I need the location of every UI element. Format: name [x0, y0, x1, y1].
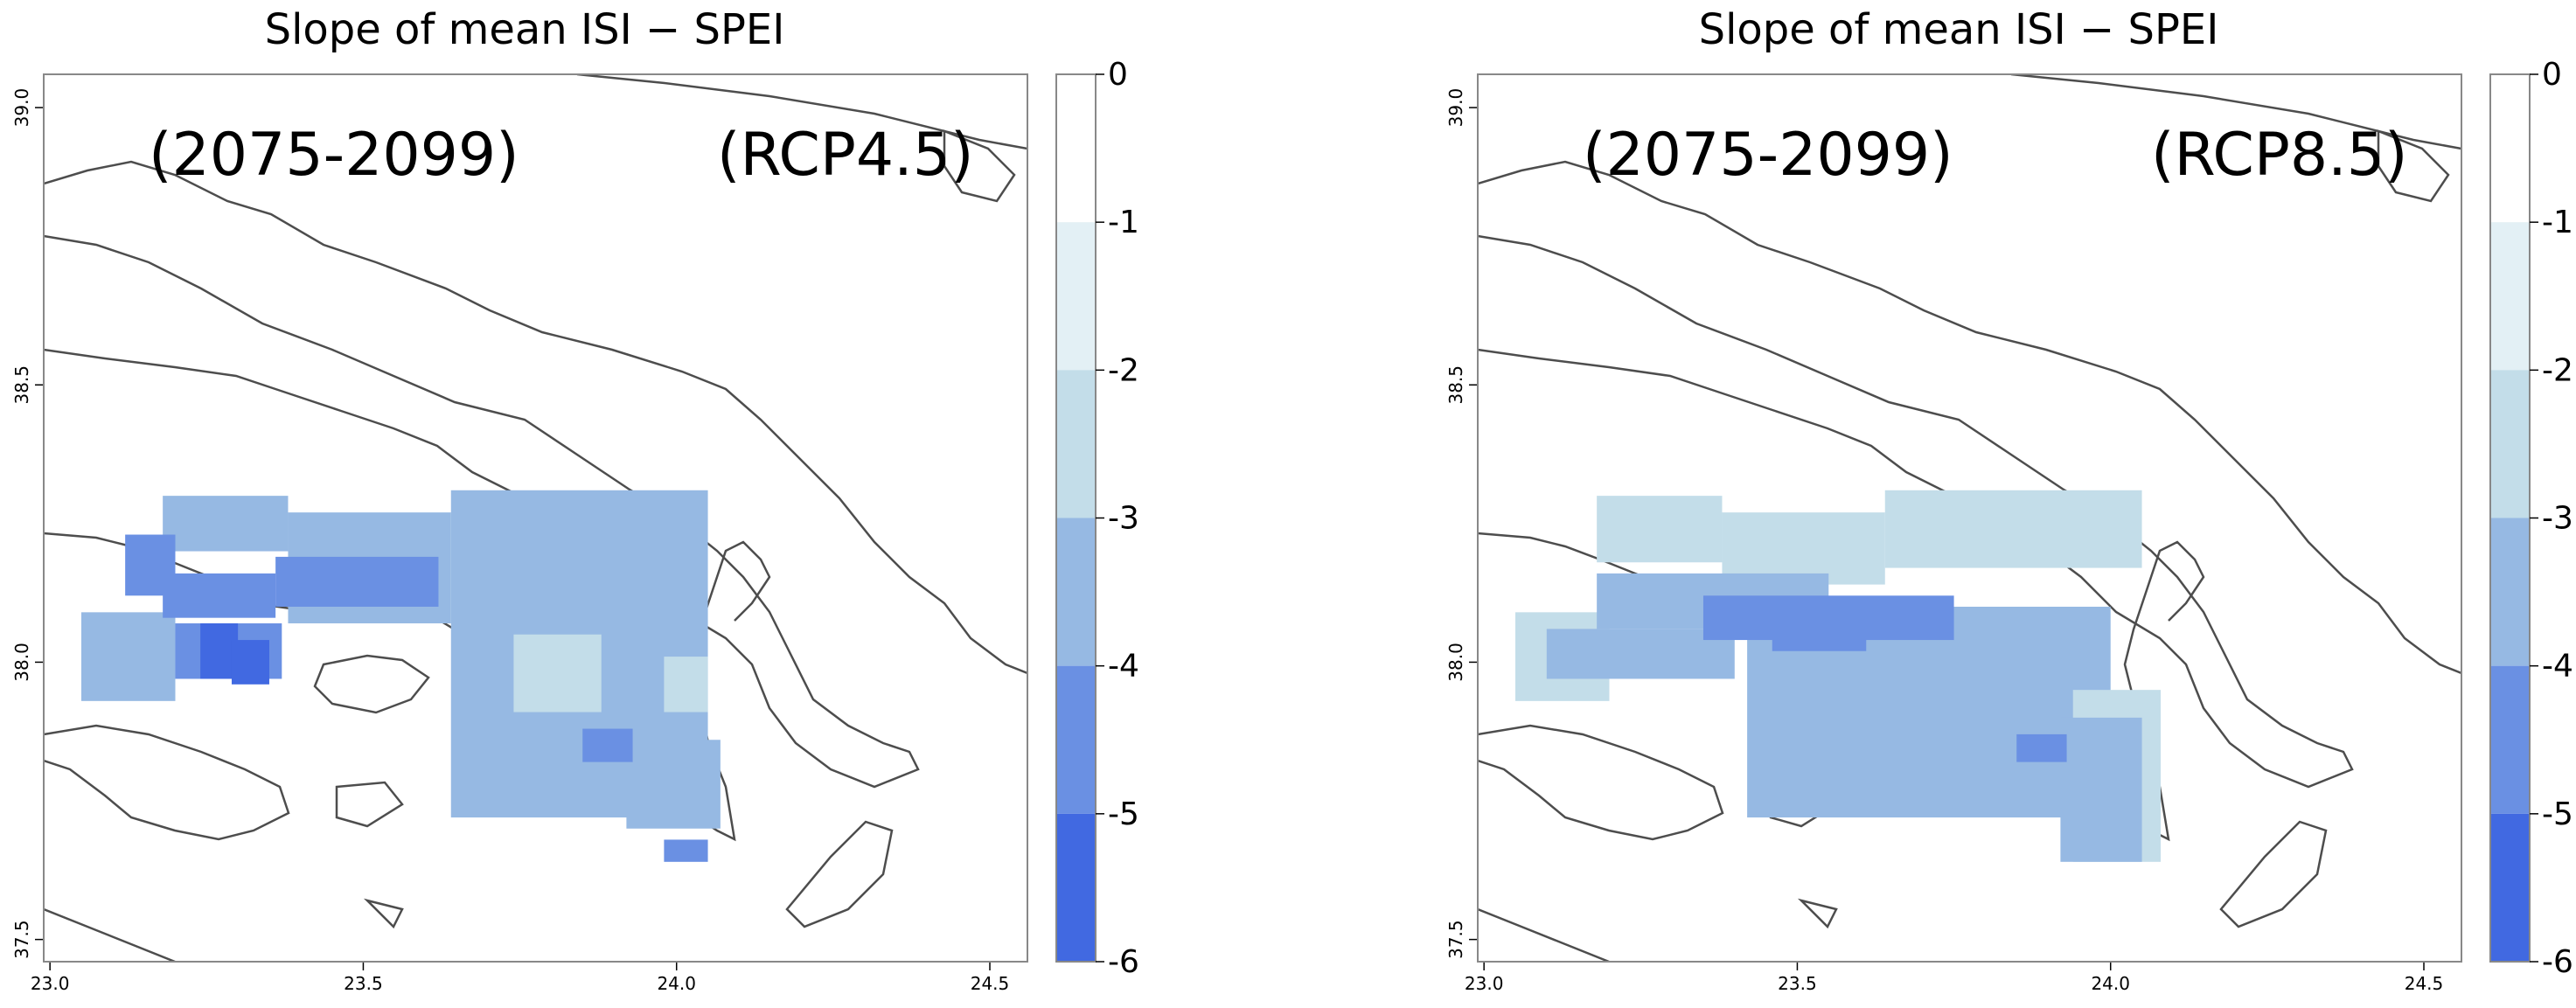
colorbar-swatch [1056, 813, 1096, 962]
colorbar-tick-label: 0 [1108, 57, 1128, 93]
x-tick-label: 24.0 [657, 973, 696, 994]
x-tick-label: 24.5 [971, 973, 1010, 994]
colorbar-swatch [1056, 370, 1096, 518]
y-tick-label: 39.0 [1445, 88, 1466, 128]
map-frame [43, 73, 1028, 963]
colorbar-swatch [2490, 74, 2530, 223]
scenario-label: (RCP4.5) [717, 121, 974, 190]
colorbar-swatch [1056, 74, 1096, 223]
map-panel-rcp85: Slope of mean ISI − SPEI 23.0 23.5 24.0 24.… [1434, 0, 2576, 1005]
map-title: Slope of mean ISI − SPEI [265, 5, 785, 54]
slope-cell [231, 640, 269, 685]
y-tick-label: 38.0 [11, 643, 32, 682]
colorbar-swatch [2490, 665, 2530, 814]
colorbar-tick-label: 0 [2542, 57, 2562, 93]
period-label: (2075-2099) [149, 121, 519, 190]
island-coastline [1478, 234, 2354, 789]
colorbar-tick-label: -2 [2542, 352, 2573, 388]
colorbar-swatch [2490, 518, 2530, 666]
slope-cell [513, 634, 602, 713]
map-figure: Slope of mean ISI − SPEI 23.0 23.5 24.0 24.… [11, 5, 1139, 994]
island-coastline [313, 654, 430, 714]
slope-cell [1884, 490, 2142, 568]
map-title: Slope of mean ISI − SPEI [1699, 5, 2219, 54]
island-coastline [363, 898, 404, 929]
map-frame [1477, 73, 2462, 963]
x-tick-label: 23.0 [1465, 973, 1504, 994]
slope-cell [163, 496, 289, 552]
y-tick-label: 38.0 [1445, 643, 1466, 682]
slope-cell [1772, 617, 1867, 651]
slope-cell [1546, 629, 1735, 679]
colorbar-tick-label: -6 [1108, 944, 1139, 980]
island-coastline [943, 129, 1016, 203]
colorbar-tick-label: -5 [2542, 796, 2573, 832]
island-coastline [44, 724, 290, 841]
colorbar-tick-label: -3 [1108, 501, 1139, 537]
colorbar-swatch [2490, 370, 2530, 518]
colorbar-tick-label: -4 [1108, 649, 1139, 685]
scenario-label: (RCP8.5) [2151, 121, 2408, 190]
x-tick-label: 24.0 [2091, 973, 2130, 994]
colorbar: 0 -1 -2 -3 -4 -5 -6 [2489, 57, 2573, 980]
y-tick-label: 37.5 [1445, 920, 1466, 959]
island-coastline [44, 234, 920, 789]
axis-ticks: 23.0 23.5 24.0 24.5 37.5 38.0 38.5 39.0 [1445, 88, 2443, 994]
colorbar-tick-label: -4 [2542, 649, 2573, 685]
y-tick-label: 37.5 [11, 920, 32, 959]
island-coastline [785, 820, 894, 928]
x-tick-label: 24.5 [2405, 973, 2444, 994]
slope-cell [626, 740, 721, 829]
map-panel-rcp45: Slope of mean ISI − SPEI 23.0 23.5 24.0 24.… [0, 0, 1288, 1005]
colorbar-tick-label: -1 [2542, 205, 2573, 240]
island-coastline [576, 74, 1027, 150]
mainland-coastline [1478, 907, 1610, 962]
island-coastline [2377, 129, 2450, 203]
island-coastline [1797, 898, 1838, 929]
slope-cell [2016, 733, 2067, 762]
island-coastline [335, 781, 404, 828]
slope-cell [664, 839, 708, 862]
colorbar: 0 -1 -2 -3 -4 -5 -6 [1055, 57, 1139, 980]
slope-cell [582, 728, 633, 762]
x-tick-label: 23.0 [31, 973, 70, 994]
slope-cells [80, 490, 721, 862]
y-tick-label: 38.5 [1445, 365, 1466, 405]
colorbar-tick-label: -3 [2542, 501, 2573, 537]
axis-ticks: 23.0 23.5 24.0 24.5 37.5 38.0 38.5 39.0 [11, 88, 1009, 994]
x-tick-label: 23.5 [344, 973, 383, 994]
mainland-coastline [44, 160, 1027, 675]
island-coastline [2010, 74, 2461, 150]
slope-cell [163, 573, 276, 618]
island-coastline [1478, 724, 1724, 841]
y-tick-label: 38.5 [11, 365, 32, 405]
colorbar-tick-label: -2 [1108, 352, 1139, 388]
map-figure: Slope of mean ISI − SPEI 23.0 23.5 24.0 24.… [1445, 5, 2573, 994]
mainland-coastline [44, 907, 176, 962]
colorbar-swatch [1056, 518, 1096, 666]
slope-cells [1514, 490, 2162, 862]
colorbar-tick-label: -5 [1108, 796, 1139, 832]
x-tick-label: 23.5 [1778, 973, 1817, 994]
colorbar-tick-label: -6 [2542, 944, 2573, 980]
y-tick-label: 39.0 [11, 88, 32, 128]
slope-cell [1722, 512, 1885, 585]
colorbar-tick-label: -1 [1108, 205, 1139, 240]
slope-cell [275, 556, 439, 607]
mainland-coastline [1478, 160, 2461, 675]
colorbar-swatch [2490, 813, 2530, 962]
slope-cell [80, 612, 176, 701]
colorbar-swatch [2490, 222, 2530, 371]
colorbar-swatch [1056, 222, 1096, 371]
slope-cell [2060, 717, 2142, 862]
slope-cell [1597, 496, 1723, 563]
island-coastline [2219, 820, 2328, 928]
period-label: (2075-2099) [1583, 121, 1953, 190]
colorbar-swatch [1056, 665, 1096, 814]
slope-cell [664, 657, 708, 713]
